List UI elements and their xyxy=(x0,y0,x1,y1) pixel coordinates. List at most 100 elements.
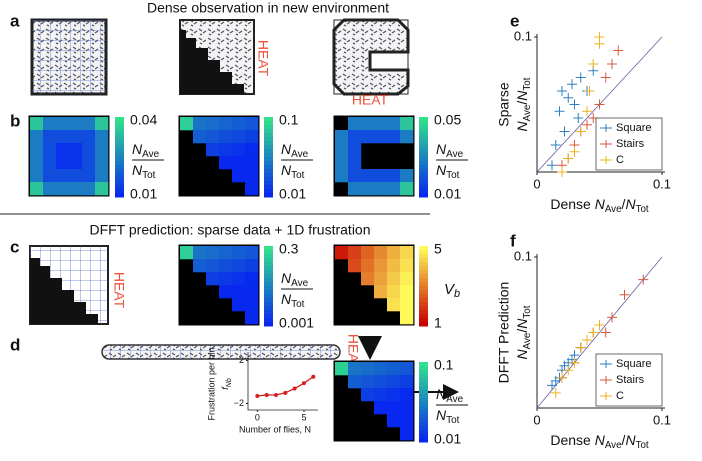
colorbar-segment xyxy=(264,278,273,283)
point xyxy=(563,92,574,103)
heatmap-cell xyxy=(245,156,259,170)
heatmap-cell xyxy=(374,246,388,260)
heatmap-cell xyxy=(361,117,375,131)
heatmap-cell xyxy=(193,130,207,144)
heatmap-cell xyxy=(400,401,414,415)
heatmap-cell xyxy=(232,130,246,144)
heatmap-cell xyxy=(374,401,388,415)
fraction-top: NAve xyxy=(281,141,309,160)
colorbar-segment xyxy=(419,125,428,130)
fraction-top: NAve xyxy=(436,386,464,405)
heatmap-cell xyxy=(245,298,259,312)
heatmap-cell xyxy=(245,246,259,260)
heatmap-cell xyxy=(361,375,375,389)
subscript: Tot xyxy=(446,170,460,181)
colorbar-segment xyxy=(264,286,273,291)
colorbar-segment xyxy=(419,274,428,279)
colorbar-segment xyxy=(264,149,273,154)
heatmap-cell xyxy=(232,246,246,260)
heatmap-cell xyxy=(245,259,259,273)
colorbar-segment xyxy=(419,422,428,427)
colorbar-segment xyxy=(264,133,273,138)
point xyxy=(547,160,557,171)
colorbar-segment xyxy=(264,185,273,190)
colorbar-segment xyxy=(419,366,428,371)
colorbar-segment xyxy=(419,378,428,383)
legend-marker xyxy=(600,124,612,132)
heatmap-cell xyxy=(95,182,109,196)
heatmap-cell xyxy=(387,272,401,286)
arena-sparse xyxy=(29,245,109,325)
heatmap-cell xyxy=(56,156,70,170)
colorbar-segment xyxy=(419,181,428,186)
colorbar-segment xyxy=(115,189,124,194)
heatmap-cell xyxy=(180,246,194,260)
colorbar-segment xyxy=(264,177,273,182)
fraction-top: NAve xyxy=(281,270,309,289)
inset-point xyxy=(302,381,306,386)
symbol: / xyxy=(622,196,626,212)
symbol: N xyxy=(595,196,606,212)
panel-label: c xyxy=(10,237,19,256)
heatmap-cell xyxy=(43,143,57,157)
quantity-label: NAve/NTot xyxy=(514,305,533,359)
colorbar-segment xyxy=(419,306,428,311)
colorbar-segment xyxy=(419,117,428,122)
heatmap-cell xyxy=(30,156,44,170)
colorbar-segment xyxy=(264,161,273,166)
symbol: N xyxy=(281,270,292,286)
heatmap-cell xyxy=(206,259,220,273)
point xyxy=(607,312,617,323)
heatmap-cell xyxy=(400,375,414,389)
heatmap-cell xyxy=(245,130,259,144)
colorbar-segment xyxy=(419,374,428,379)
heatmap-cell xyxy=(400,298,414,312)
subscript: Ave xyxy=(605,440,622,451)
subscript: Tot xyxy=(291,170,305,181)
colorbar-segment xyxy=(419,390,428,395)
subscript: Tot xyxy=(522,305,533,318)
heatmap-cell xyxy=(387,362,401,376)
heatmap-cell xyxy=(387,246,401,260)
heatmap-cell xyxy=(400,272,414,286)
subscript: b xyxy=(454,288,460,300)
colorbar-segment xyxy=(264,290,273,295)
heatmap-cell xyxy=(361,246,375,260)
heatmap-cell xyxy=(361,130,375,144)
heatmap-cell xyxy=(335,130,349,144)
colorbar-label: 0.01 xyxy=(434,186,461,202)
subscript: Ave xyxy=(142,149,159,160)
colorbar-segment xyxy=(264,173,273,178)
colorbar-segment xyxy=(115,165,124,170)
legend-marker xyxy=(600,156,612,164)
subscript: Ave xyxy=(605,204,622,215)
colorbar-segment xyxy=(115,125,124,130)
heatmap-cell xyxy=(361,272,375,286)
heatmap-cell xyxy=(245,117,259,131)
colorbar-segment xyxy=(115,129,124,134)
heatmap-cell xyxy=(348,156,362,170)
point xyxy=(600,72,611,83)
colorbar-segment xyxy=(264,294,273,299)
legend-label: Square xyxy=(616,122,651,134)
heatmap-cell xyxy=(361,169,375,183)
heatmap-cell xyxy=(348,169,362,183)
heatmap-cell xyxy=(387,130,401,144)
colorbar-segment xyxy=(264,314,273,319)
colorbar-segment xyxy=(419,406,428,411)
colorbar-segment xyxy=(419,141,428,146)
heatmap-cell xyxy=(400,311,414,325)
heatmap-cell xyxy=(219,272,233,286)
x-axis-label: Number of flies, N xyxy=(239,424,311,434)
symbol: f xyxy=(220,386,230,390)
heatmap-cell xyxy=(95,156,109,170)
legend-label: Square xyxy=(616,358,651,370)
subscript: Ave xyxy=(446,149,463,160)
point xyxy=(550,387,561,398)
heatmap-cell xyxy=(361,182,375,196)
point xyxy=(582,119,592,130)
point xyxy=(575,72,586,83)
colorbar-segment xyxy=(115,177,124,182)
point xyxy=(575,126,586,137)
legend-label: C xyxy=(616,390,624,402)
